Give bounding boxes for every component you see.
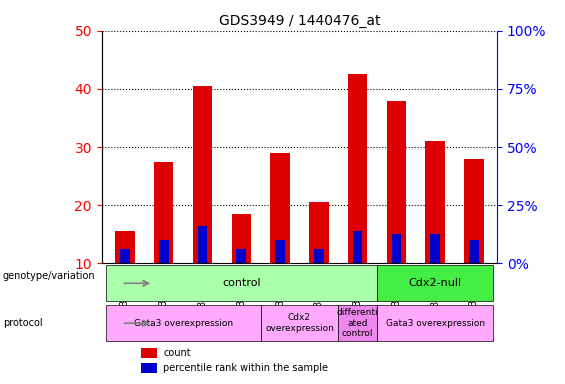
Bar	[141, 348, 157, 358]
Text: Cdx2-null: Cdx2-null	[408, 278, 462, 288]
FancyBboxPatch shape	[260, 305, 338, 341]
Text: Cdx2
overexpression: Cdx2 overexpression	[265, 313, 334, 333]
Title: GDS3949 / 1440476_at: GDS3949 / 1440476_at	[219, 14, 380, 28]
FancyBboxPatch shape	[106, 305, 260, 341]
Text: protocol: protocol	[3, 318, 42, 328]
Bar	[159, 240, 168, 263]
Bar	[353, 231, 363, 263]
FancyBboxPatch shape	[106, 265, 377, 301]
Text: count: count	[163, 348, 190, 358]
FancyBboxPatch shape	[377, 265, 493, 301]
FancyBboxPatch shape	[377, 305, 493, 341]
Bar	[386, 101, 406, 263]
Text: Gata3 overexpression: Gata3 overexpression	[385, 319, 485, 328]
Bar	[154, 162, 173, 263]
Bar	[348, 74, 367, 263]
Bar	[314, 249, 324, 263]
Bar	[392, 234, 401, 263]
Bar	[232, 214, 251, 263]
Bar	[275, 240, 285, 263]
Bar	[309, 202, 328, 263]
Bar	[425, 141, 445, 263]
Bar	[464, 159, 484, 263]
Bar	[141, 363, 157, 373]
Bar	[198, 225, 207, 263]
Text: Gata3 overexpression: Gata3 overexpression	[133, 319, 233, 328]
Bar	[120, 249, 130, 263]
Bar	[431, 234, 440, 263]
Text: percentile rank within the sample: percentile rank within the sample	[163, 363, 328, 373]
Bar	[193, 86, 212, 263]
FancyBboxPatch shape	[338, 305, 377, 341]
Text: genotype/variation: genotype/variation	[3, 271, 95, 281]
Text: control: control	[222, 278, 260, 288]
Bar	[271, 153, 290, 263]
Bar	[236, 249, 246, 263]
Text: differenti
ated
control: differenti ated control	[337, 308, 379, 338]
Bar	[115, 231, 134, 263]
Bar	[469, 240, 479, 263]
